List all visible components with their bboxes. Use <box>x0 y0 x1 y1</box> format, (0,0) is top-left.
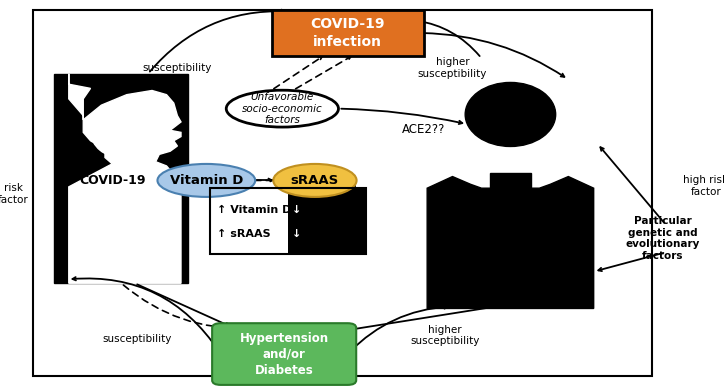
FancyBboxPatch shape <box>54 74 188 283</box>
FancyBboxPatch shape <box>210 188 287 254</box>
Text: Vitamin D: Vitamin D <box>169 174 243 187</box>
Text: COVID-19: COVID-19 <box>477 151 544 164</box>
Text: susceptibility: susceptibility <box>103 334 172 345</box>
FancyBboxPatch shape <box>272 10 424 56</box>
FancyBboxPatch shape <box>212 323 356 385</box>
Text: sRAAS: sRAAS <box>291 174 339 187</box>
Polygon shape <box>490 173 531 188</box>
Polygon shape <box>427 177 594 308</box>
Text: COVID-19: COVID-19 <box>79 174 146 187</box>
Ellipse shape <box>226 90 339 127</box>
Ellipse shape <box>91 107 153 158</box>
Polygon shape <box>69 74 181 283</box>
Text: susceptibility: susceptibility <box>143 63 212 73</box>
FancyBboxPatch shape <box>287 188 366 254</box>
Text: Unfavorable
socio-economic
factors: Unfavorable socio-economic factors <box>242 92 323 125</box>
Text: Hypertension
and/or
Diabetes: Hypertension and/or Diabetes <box>240 332 329 376</box>
Ellipse shape <box>157 164 255 197</box>
Text: high risk
factor: high risk factor <box>683 175 724 197</box>
Text: risk
factor: risk factor <box>0 183 28 205</box>
Text: higher
susceptibility: higher susceptibility <box>418 57 487 79</box>
Text: ↓: ↓ <box>291 205 300 215</box>
Text: higher
susceptibility: higher susceptibility <box>411 325 480 346</box>
Text: ↑ Vitamin D: ↑ Vitamin D <box>217 205 292 215</box>
Ellipse shape <box>274 164 356 197</box>
Text: ↑ sRAAS: ↑ sRAAS <box>217 229 271 239</box>
Text: ↓: ↓ <box>291 229 300 239</box>
Text: Particular
genetic and
evolutionary
factors: Particular genetic and evolutionary fact… <box>626 216 699 261</box>
Text: ACE2??: ACE2?? <box>402 123 445 137</box>
Text: COVID-19
infection: COVID-19 infection <box>311 17 384 48</box>
Ellipse shape <box>465 83 556 147</box>
